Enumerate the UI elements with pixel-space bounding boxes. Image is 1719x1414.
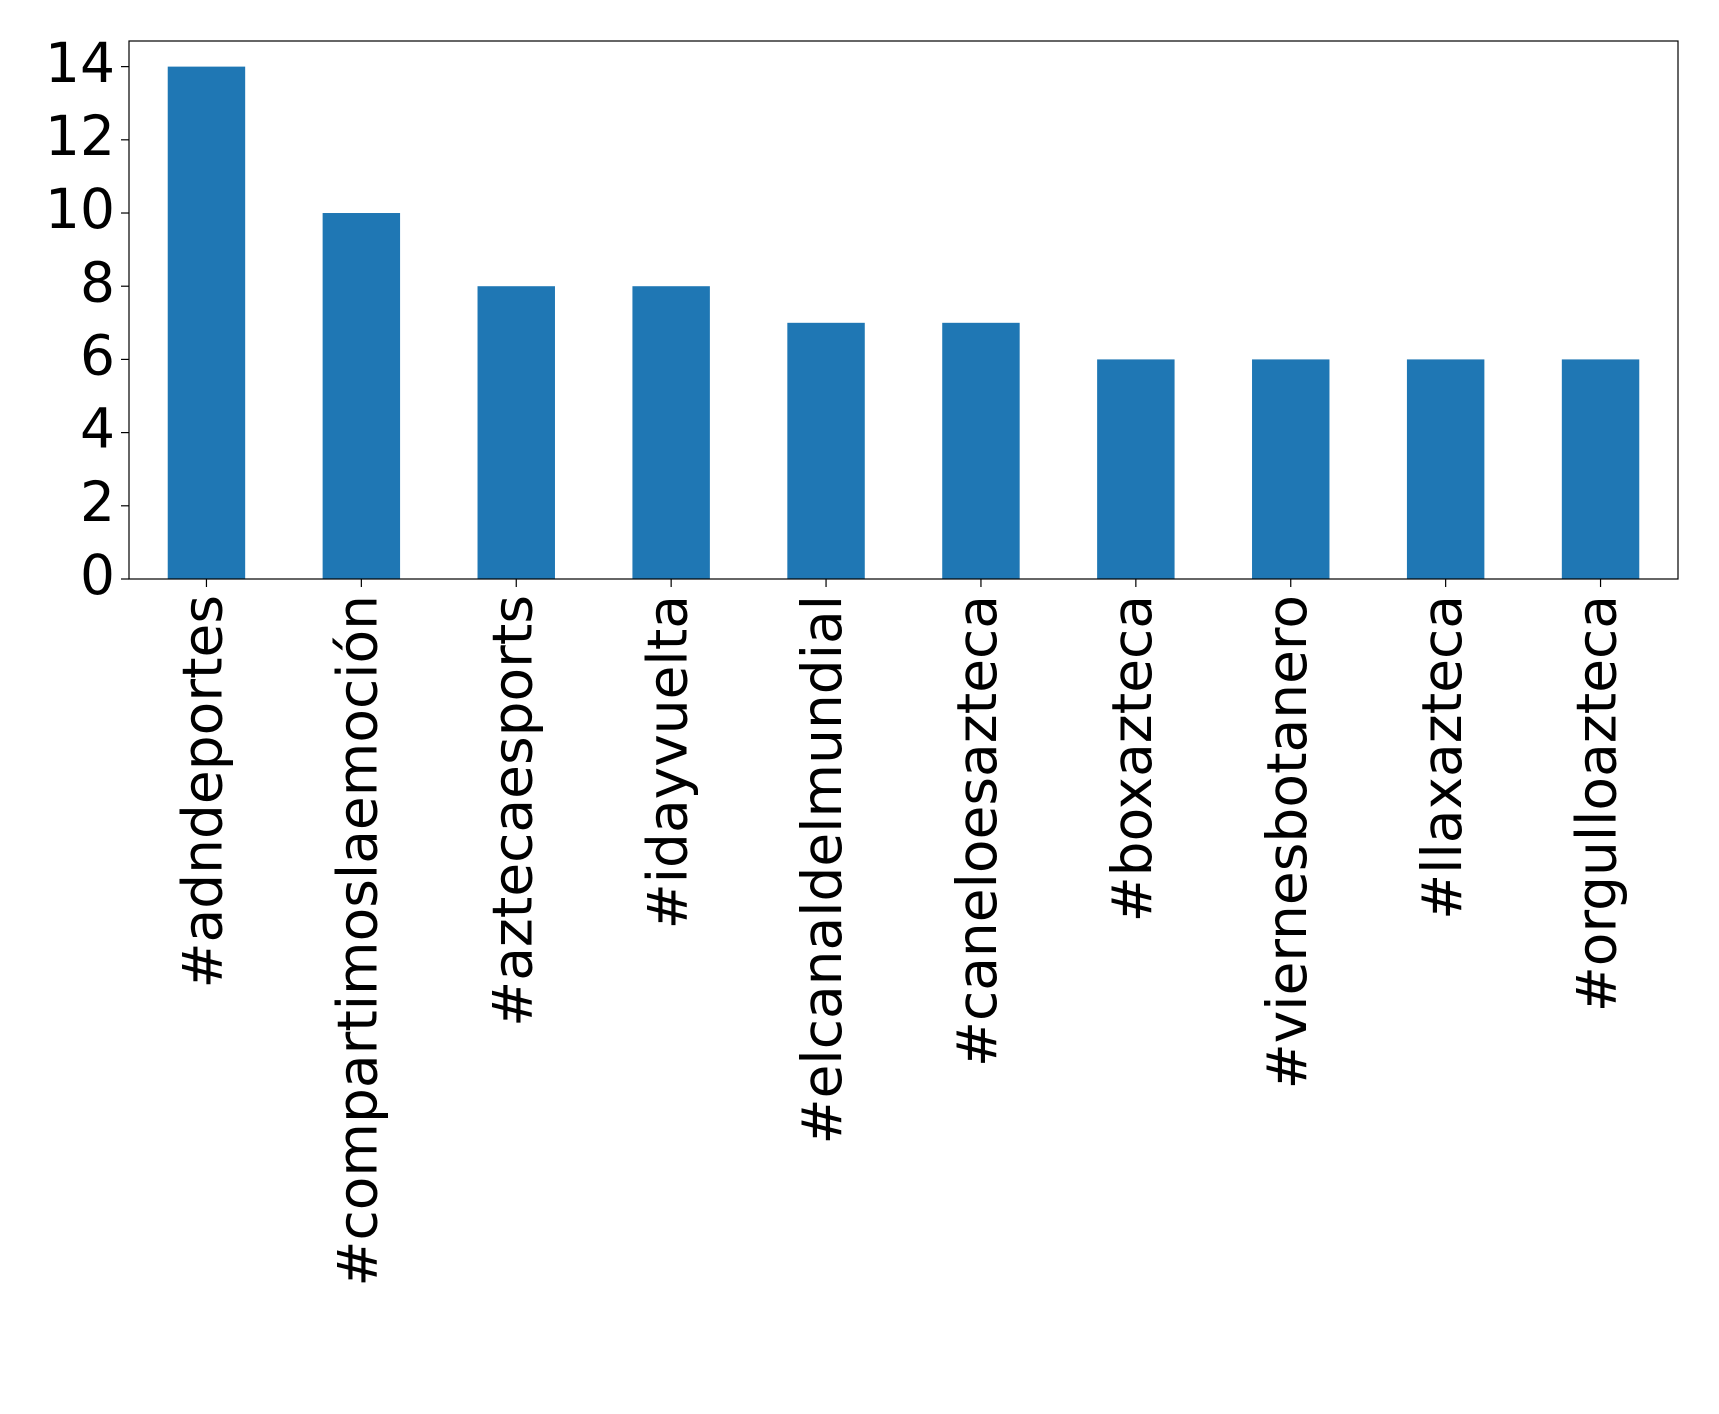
y-tick-label: 0: [80, 543, 115, 607]
y-tick-label: 4: [80, 397, 115, 461]
bar: [477, 286, 555, 579]
bar: [1252, 359, 1330, 579]
bar: [1561, 359, 1640, 579]
y-tick-label: 12: [45, 104, 115, 168]
bar: [167, 66, 246, 580]
x-tick-label: #viernesbotanero: [1255, 595, 1319, 1089]
y-tick-label: 2: [80, 470, 115, 534]
plot-frame: [128, 40, 1679, 580]
bar: [1406, 359, 1485, 579]
x-tick-label: #idayvuelta: [635, 595, 699, 929]
y-tick-label: 10: [45, 177, 115, 241]
x-tick-label: #boxazteca: [1100, 595, 1164, 922]
bar: [942, 322, 1020, 579]
x-tick-label: #elcanaldelmundial: [790, 595, 854, 1144]
bar: [322, 213, 401, 579]
y-tick-label: 14: [45, 31, 115, 95]
x-tick-label: #llaxazteca: [1410, 595, 1474, 920]
x-tick-label: #aztecaesports: [480, 595, 544, 1027]
y-tick-label: 6: [80, 324, 115, 388]
bar: [1097, 359, 1175, 579]
x-tick-label: #adndeportes: [171, 595, 235, 989]
bar: [787, 322, 865, 579]
x-tick-label: #orgulloazteca: [1565, 595, 1629, 1012]
x-tick-label: #caneloesazteca: [945, 595, 1009, 1067]
y-tick-label: 8: [80, 250, 115, 314]
x-tick-label: #compartimoslaemoción: [325, 595, 389, 1287]
bar: [632, 286, 710, 579]
